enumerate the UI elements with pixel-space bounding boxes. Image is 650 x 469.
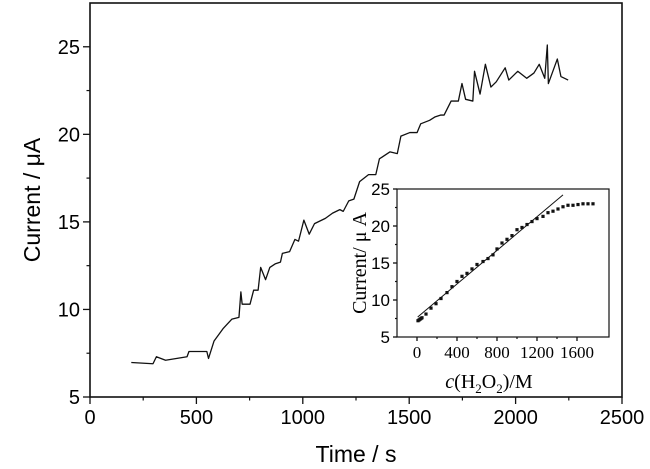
inset-y-tick-label: 5 <box>381 328 390 347</box>
main-y-tick-label: 15 <box>58 212 80 234</box>
main-y-tick-label: 5 <box>69 387 80 409</box>
inset-y-tick-label: 15 <box>371 254 390 273</box>
main-x-tick-label: 1500 <box>387 407 432 429</box>
main-x-tick-label: 1000 <box>281 407 326 429</box>
data-point <box>420 316 424 320</box>
inset-x-tick-label: 0 <box>413 343 422 362</box>
data-point <box>520 225 524 230</box>
data-point <box>434 302 438 306</box>
data-point <box>455 279 459 284</box>
main-y-tick-label: 10 <box>58 300 80 322</box>
data-point <box>470 267 474 271</box>
inset-x-tick-label: 400 <box>444 343 470 362</box>
data-point <box>486 256 490 261</box>
data-point <box>581 202 585 206</box>
data-point <box>500 241 504 245</box>
data-point <box>505 237 509 241</box>
data-point <box>541 214 545 218</box>
data-point <box>465 271 469 275</box>
main-x-tick-label: 500 <box>180 407 213 429</box>
data-point <box>475 262 479 267</box>
current-trace <box>131 44 569 365</box>
data-point <box>571 203 575 207</box>
data-point <box>576 202 580 207</box>
inset-plot: 0 400 800 1200 1600 5 10 15 20 25 <box>371 180 610 362</box>
inset-background <box>397 189 609 337</box>
main-plot: 0 500 1000 1500 2000 2500 5 10 15 20 25 <box>58 2 645 429</box>
inset-y-tick-label: 10 <box>371 291 390 310</box>
inset-x-tick-label: 1200 <box>520 343 554 362</box>
data-point <box>535 217 539 221</box>
data-point <box>450 285 454 289</box>
data-point <box>460 274 464 278</box>
inset-x-tick-label: 800 <box>484 343 510 362</box>
data-point <box>530 219 534 224</box>
main-y-axis-label: Current / μA <box>19 137 45 262</box>
data-point <box>429 306 433 310</box>
data-point <box>551 209 555 213</box>
data-point <box>525 222 529 227</box>
data-point <box>481 259 485 264</box>
data-point <box>445 291 449 295</box>
main-x-axis-label: Time / s <box>316 441 397 467</box>
main-y-tick-label: 20 <box>58 125 80 147</box>
inset-y-tick-label: 20 <box>371 217 390 236</box>
data-point <box>591 202 595 206</box>
data-point <box>439 296 443 301</box>
main-x-tick-label: 2000 <box>493 407 538 429</box>
main-x-tick-label: 2500 <box>600 407 645 429</box>
inset-x-tick-label: 1600 <box>560 343 594 362</box>
data-point <box>510 234 514 238</box>
data-point <box>586 202 590 206</box>
data-point <box>546 211 550 215</box>
data-point <box>515 228 519 232</box>
main-x-tick-label: 0 <box>84 407 95 429</box>
main-y-tick-label: 25 <box>58 37 80 59</box>
data-point <box>556 207 560 211</box>
inset-y-axis-label: Current/ μ A <box>349 212 371 314</box>
data-point <box>491 253 495 257</box>
data-point <box>561 205 565 209</box>
inset-x-axis-label: c(H2O2)/M <box>445 371 533 396</box>
inset-y-tick-label: 25 <box>371 180 390 199</box>
data-point <box>495 247 499 251</box>
data-point <box>424 312 428 316</box>
fit-line <box>417 194 564 318</box>
data-point <box>566 203 570 207</box>
